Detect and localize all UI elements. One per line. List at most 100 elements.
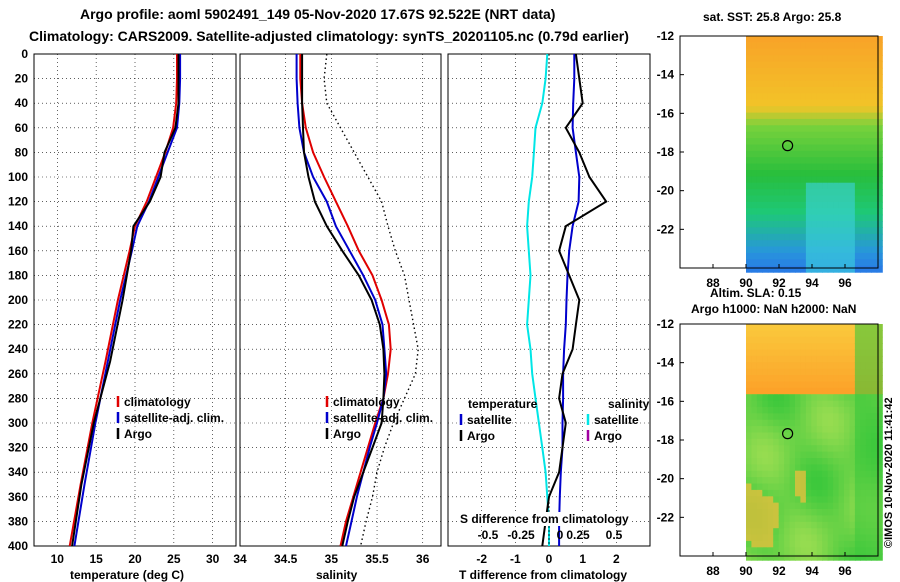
map-cell bbox=[789, 36, 796, 43]
map-cell bbox=[854, 387, 861, 395]
map-cell bbox=[876, 438, 883, 446]
map-cell bbox=[833, 336, 840, 344]
map-cell bbox=[838, 438, 845, 446]
map-cell bbox=[833, 413, 840, 421]
map-cell bbox=[762, 201, 769, 209]
x-tick-label: 36 bbox=[416, 552, 430, 566]
depth-tick-label: 240 bbox=[8, 342, 28, 356]
map-cell bbox=[805, 118, 812, 126]
map-cell bbox=[833, 483, 840, 491]
map-cell bbox=[860, 458, 867, 465]
map-cell bbox=[751, 67, 758, 75]
map-cell bbox=[746, 349, 753, 357]
map-cell bbox=[838, 233, 845, 241]
map-cell bbox=[767, 144, 774, 152]
map-cell bbox=[816, 214, 823, 222]
map-cell bbox=[827, 336, 834, 344]
map-cell bbox=[838, 426, 845, 434]
map-cell bbox=[789, 336, 796, 344]
map-cell bbox=[833, 502, 840, 510]
map-cell bbox=[844, 515, 851, 523]
map-cell bbox=[865, 74, 872, 82]
map-cell bbox=[871, 419, 878, 427]
map-cell bbox=[838, 118, 845, 126]
map-cell bbox=[746, 99, 753, 107]
map-cell bbox=[762, 502, 769, 510]
map-cell bbox=[816, 125, 823, 133]
map-cell bbox=[778, 368, 785, 376]
map-y-tick-label: -22 bbox=[657, 222, 675, 236]
map-cell bbox=[876, 362, 883, 370]
map-cell bbox=[876, 246, 883, 254]
map-cell bbox=[778, 362, 785, 370]
map-cell bbox=[865, 93, 872, 101]
map-cell bbox=[827, 324, 834, 331]
map-cell bbox=[816, 362, 823, 370]
map-cell bbox=[844, 252, 851, 260]
map-cell bbox=[816, 259, 823, 267]
map-cell bbox=[762, 112, 769, 120]
map-cell bbox=[746, 528, 753, 536]
map-cell bbox=[746, 138, 753, 146]
map-cell bbox=[805, 470, 812, 478]
map-cell bbox=[833, 246, 840, 254]
map-cell bbox=[773, 489, 780, 497]
map-cell bbox=[805, 387, 812, 395]
map-cell bbox=[844, 413, 851, 421]
map-cell bbox=[854, 553, 861, 561]
map-cell bbox=[827, 547, 834, 555]
map-cell bbox=[876, 483, 883, 491]
map-cell bbox=[795, 182, 802, 190]
map-cell bbox=[865, 375, 872, 382]
map-cell bbox=[800, 48, 807, 56]
map-cell bbox=[784, 496, 791, 504]
map-cell bbox=[805, 540, 812, 548]
map-cell bbox=[795, 458, 802, 465]
map-cell bbox=[816, 131, 823, 139]
map-cell bbox=[811, 201, 818, 209]
map-cell bbox=[822, 36, 829, 43]
map-cell bbox=[833, 157, 840, 165]
map-cell bbox=[789, 150, 796, 158]
map-cell bbox=[854, 131, 861, 139]
map-cell bbox=[816, 534, 823, 542]
map-cell bbox=[816, 170, 823, 177]
map-cell bbox=[767, 112, 774, 120]
map-cell bbox=[784, 42, 791, 50]
map-cell bbox=[762, 138, 769, 146]
map-cell bbox=[789, 502, 796, 510]
map-cell bbox=[811, 394, 818, 402]
map-cell bbox=[822, 214, 829, 222]
map-cell bbox=[800, 36, 807, 43]
map-cell bbox=[876, 451, 883, 459]
map-cell bbox=[854, 400, 861, 408]
map-cell bbox=[871, 176, 878, 184]
map-cell bbox=[800, 515, 807, 523]
legend-label: Argo bbox=[467, 429, 495, 443]
map-cell bbox=[800, 61, 807, 69]
map-cell bbox=[816, 400, 823, 408]
map-cell bbox=[838, 336, 845, 344]
map-cell bbox=[849, 438, 856, 446]
map-cell bbox=[833, 112, 840, 120]
map-cell bbox=[838, 265, 845, 273]
map-cell bbox=[816, 99, 823, 107]
depth-tick-label: 0 bbox=[21, 47, 28, 61]
map-cell bbox=[805, 489, 812, 497]
map-cell bbox=[865, 330, 872, 338]
map-cell bbox=[789, 93, 796, 101]
map-cell bbox=[751, 445, 758, 453]
map-cell bbox=[762, 432, 769, 440]
map-cell bbox=[784, 259, 791, 267]
map-cell bbox=[811, 118, 818, 126]
map-cell bbox=[762, 233, 769, 241]
map-cell bbox=[876, 36, 883, 43]
map-cell bbox=[795, 36, 802, 43]
map-cell bbox=[816, 470, 823, 478]
map-cell bbox=[838, 138, 845, 146]
map-cell bbox=[778, 426, 785, 434]
map-cell bbox=[827, 182, 834, 190]
map-cell bbox=[762, 259, 769, 267]
map-cell bbox=[773, 93, 780, 101]
map-cell bbox=[789, 48, 796, 56]
